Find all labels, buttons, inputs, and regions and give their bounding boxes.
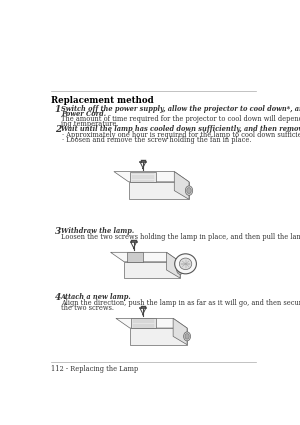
Text: The amount of time required for the projector to cool down will depend on the su: The amount of time required for the proj…: [61, 115, 300, 123]
Ellipse shape: [184, 332, 190, 341]
Text: the two screws.: the two screws.: [61, 303, 114, 312]
Polygon shape: [174, 172, 189, 199]
Ellipse shape: [185, 334, 189, 339]
Ellipse shape: [178, 267, 182, 272]
Text: Withdraw the lamp.: Withdraw the lamp.: [61, 227, 134, 235]
Polygon shape: [129, 182, 189, 199]
Text: Replacement method: Replacement method: [52, 96, 154, 105]
Text: Switch off the power supply, allow the projector to cool down*, and then disconn: Switch off the power supply, allow the p…: [61, 105, 300, 113]
Text: 4: 4: [55, 293, 61, 302]
Text: Power Cord.: Power Cord.: [61, 110, 106, 118]
Text: ing temperature.: ing temperature.: [61, 119, 118, 128]
Text: 112 - Replacing the Lamp: 112 - Replacing the Lamp: [52, 365, 139, 373]
Polygon shape: [114, 172, 189, 182]
Text: 3: 3: [55, 227, 61, 235]
Text: · Approximately one hour is required for the lamp to cool down sufficiently.: · Approximately one hour is required for…: [62, 131, 300, 139]
Text: Align the direction, push the lamp in as far as it will go, and then secure it i: Align the direction, push the lamp in as…: [61, 299, 300, 307]
Polygon shape: [127, 252, 142, 262]
Ellipse shape: [185, 186, 193, 196]
Polygon shape: [110, 252, 180, 262]
Text: Loosen the two screws holding the lamp in place, and then pull the lamp out towa: Loosen the two screws holding the lamp i…: [61, 233, 300, 241]
Polygon shape: [173, 318, 187, 345]
Text: Wait until the lamp has cooled down sufficiently, and then remove the lamp cover: Wait until the lamp has cooled down suff…: [61, 125, 300, 133]
Ellipse shape: [177, 266, 184, 274]
Text: 2: 2: [55, 125, 61, 134]
Polygon shape: [167, 252, 180, 278]
Text: · Loosen and remove the screw holding the fan in place.: · Loosen and remove the screw holding th…: [62, 136, 252, 144]
Polygon shape: [116, 318, 187, 328]
Polygon shape: [130, 328, 187, 345]
Text: Attach a new lamp.: Attach a new lamp.: [61, 293, 131, 301]
Ellipse shape: [187, 188, 191, 193]
Ellipse shape: [175, 254, 196, 274]
Polygon shape: [124, 262, 180, 278]
Polygon shape: [131, 318, 156, 328]
Text: 1: 1: [55, 105, 61, 114]
Ellipse shape: [179, 258, 192, 269]
Polygon shape: [130, 172, 156, 182]
